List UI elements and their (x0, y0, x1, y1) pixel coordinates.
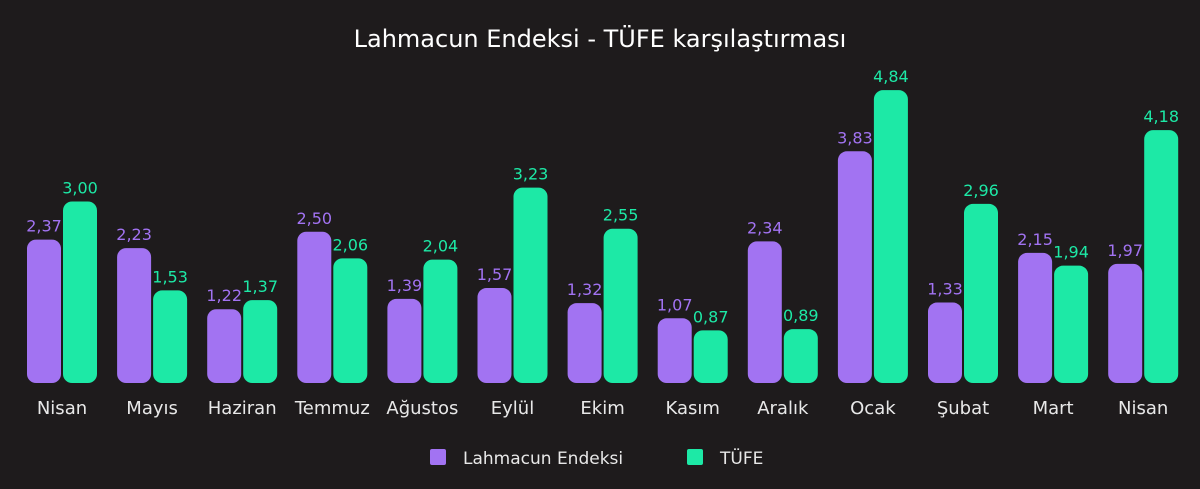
value-label-tufe-2: 1,37 (242, 277, 278, 296)
value-label-tufe-7: 0,87 (693, 307, 729, 326)
category-label-7: Kasım (665, 398, 719, 419)
bar-tufe-9 (873, 90, 908, 384)
bar-tufe-8 (783, 329, 818, 383)
bar-lahmacun-10 (928, 302, 962, 383)
bar-tufe-4 (423, 259, 458, 383)
bar-lahmacun-4 (387, 298, 422, 383)
bar-lahmacun-9 (837, 151, 872, 383)
bar-lahmacun-8 (747, 241, 782, 383)
value-label-tufe-11: 1,94 (1053, 243, 1089, 262)
bar-lahmacun-7 (657, 318, 692, 383)
value-label-lahmacun-5: 1,57 (477, 265, 513, 284)
value-label-lahmacun-11: 2,15 (1017, 230, 1053, 249)
value-label-tufe-5: 3,23 (513, 165, 549, 184)
value-label-tufe-9: 4,84 (873, 67, 909, 86)
bar-tufe-6 (603, 228, 638, 383)
value-label-lahmacun-6: 1,32 (567, 280, 603, 299)
value-label-lahmacun-10: 1,33 (927, 280, 963, 299)
legend-label-lahmacun: Lahmacun Endeksi (463, 449, 623, 469)
chart-title: Lahmacun Endeksi - TÜFE karşılaştırması (354, 24, 847, 53)
bar-tufe-3 (333, 258, 368, 383)
value-label-tufe-1: 1,53 (152, 267, 188, 286)
value-label-lahmacun-3: 2,50 (296, 209, 332, 228)
legend: Lahmacun Endeksi TÜFE (430, 447, 763, 469)
category-label-12: Nisan (1118, 398, 1168, 419)
bar-lahmacun-6 (567, 303, 602, 383)
value-label-tufe-8: 0,89 (783, 306, 819, 325)
bar-lahmacun-1 (117, 248, 152, 383)
value-label-tufe-3: 2,06 (332, 235, 368, 254)
bar-lahmacun-0 (27, 239, 61, 383)
value-label-tufe-0: 3,00 (62, 179, 98, 198)
value-label-lahmacun-4: 1,39 (387, 276, 423, 295)
legend-swatch-tufe (687, 449, 703, 465)
legend-swatch-lahmacun (430, 449, 446, 465)
bar-lahmacun-5 (477, 288, 512, 383)
legend-label-tufe: TÜFE (719, 447, 763, 469)
value-label-tufe-6: 2,55 (603, 206, 639, 225)
bar-tufe-11 (1054, 265, 1089, 383)
value-label-lahmacun-7: 1,07 (657, 295, 693, 314)
bar-lahmacun-12 (1108, 263, 1143, 383)
category-label-6: Ekim (580, 398, 624, 419)
category-label-5: Eylül (491, 398, 534, 419)
category-label-2: Haziran (208, 398, 277, 419)
value-label-lahmacun-9: 3,83 (837, 128, 873, 147)
category-label-10: Şubat (937, 398, 989, 419)
value-label-tufe-4: 2,04 (423, 237, 459, 256)
bar-lahmacun-11 (1018, 252, 1053, 383)
category-label-8: Aralık (757, 398, 809, 419)
bar-tufe-0 (63, 201, 97, 383)
category-label-0: Nisan (37, 398, 87, 419)
value-label-lahmacun-1: 2,23 (116, 225, 152, 244)
value-label-lahmacun-0: 2,37 (26, 217, 62, 236)
value-label-lahmacun-2: 1,22 (206, 286, 242, 305)
bar-tufe-2 (243, 300, 278, 383)
bar-lahmacun-3 (297, 231, 332, 383)
bars-group: 2,373,00 Nisan 2,23 1,53 Mayıs 1,22 1,37 Hazira… (26, 67, 1179, 419)
bar-tufe-1 (153, 290, 188, 383)
bar-tufe-7 (693, 330, 728, 383)
value-label-tufe-10: 2,96 (963, 181, 999, 200)
value-label-tufe-12: 4,18 (1143, 107, 1179, 126)
bar-lahmacun-2 (207, 309, 242, 383)
value-label-lahmacun-8: 2,34 (747, 218, 783, 237)
bar-tufe-12 (1144, 130, 1179, 383)
category-label-1: Mayıs (126, 398, 178, 419)
category-label-3: Temmuz (294, 398, 370, 419)
bar-tufe-10 (964, 203, 998, 383)
category-label-11: Mart (1033, 398, 1074, 419)
bar-tufe-5 (513, 187, 548, 383)
category-label-4: Ağustos (386, 398, 458, 419)
category-label-9: Ocak (850, 398, 896, 419)
value-label-lahmacun-12: 1,97 (1107, 241, 1143, 260)
